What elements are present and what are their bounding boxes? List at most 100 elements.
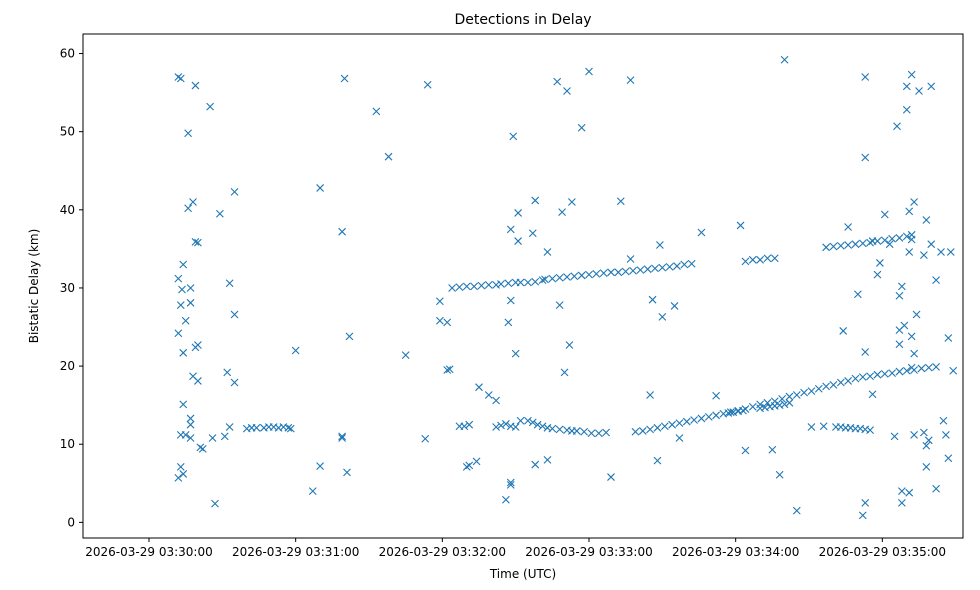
- data-point: [470, 282, 478, 291]
- data-point: [186, 420, 195, 429]
- data-point: [308, 487, 317, 496]
- data-point: [939, 416, 948, 425]
- data-point: [937, 248, 945, 256]
- data-point: [465, 420, 474, 429]
- data-point: [198, 445, 207, 453]
- x-axis-label: Time (UTC): [489, 567, 556, 581]
- data-point: [942, 430, 950, 439]
- data-point: [565, 341, 574, 349]
- data-point: [861, 498, 870, 507]
- data-point: [902, 82, 911, 91]
- data-point: [922, 441, 931, 450]
- data-point: [506, 480, 515, 489]
- data-point: [895, 234, 904, 242]
- data-point: [553, 77, 562, 86]
- data-point: [607, 268, 615, 277]
- data-point: [497, 280, 505, 288]
- x-axis-ticks: 2026-03-29 03:30:00 2026-03-29 03:31:00 20…: [85, 538, 946, 559]
- data-point: [898, 498, 906, 507]
- plot-area: [82, 33, 964, 539]
- data-point: [822, 243, 830, 252]
- data-point: [910, 366, 918, 374]
- data-point: [443, 318, 452, 327]
- data-point: [511, 349, 520, 358]
- y-tick-label: 0: [67, 515, 75, 529]
- data-point: [822, 382, 830, 391]
- data-point: [885, 240, 894, 249]
- data-point: [506, 296, 515, 305]
- data-point: [873, 370, 882, 379]
- data-point: [900, 321, 909, 330]
- data-point: [844, 241, 852, 249]
- data-point: [905, 248, 914, 256]
- data-point: [555, 425, 564, 434]
- data-point: [898, 282, 906, 291]
- data-point: [340, 74, 349, 83]
- data-point: [775, 470, 784, 479]
- data-point: [866, 372, 874, 381]
- data-point: [443, 366, 452, 374]
- data-point: [726, 408, 735, 417]
- data-point: [888, 234, 896, 243]
- data-point: [484, 391, 493, 399]
- data-point: [907, 230, 916, 239]
- data-point: [577, 123, 586, 132]
- data-point: [675, 419, 684, 428]
- data-point: [555, 273, 564, 282]
- x-tick-label: 2026-03-29 03:34:00: [672, 545, 799, 559]
- data-point: [780, 55, 789, 64]
- data-point: [179, 348, 188, 357]
- data-point: [927, 82, 936, 91]
- data-point: [541, 275, 549, 284]
- data-point: [563, 87, 571, 95]
- data-point: [785, 392, 794, 401]
- data-point: [922, 216, 931, 224]
- data-point: [181, 430, 190, 439]
- data-point: [880, 236, 889, 245]
- data-point: [658, 312, 667, 321]
- data-point: [528, 229, 537, 238]
- data-point: [178, 285, 186, 294]
- data-point: [423, 80, 432, 89]
- data-point: [580, 427, 588, 436]
- data-point: [668, 420, 676, 429]
- data-point: [636, 266, 645, 274]
- data-point: [880, 370, 889, 378]
- data-point: [191, 237, 200, 246]
- data-point: [558, 208, 566, 217]
- data-point: [946, 248, 955, 256]
- data-point: [216, 209, 224, 218]
- data-point: [401, 351, 410, 360]
- data-point: [524, 278, 532, 287]
- data-point: [858, 373, 867, 381]
- data-point: [854, 290, 862, 299]
- data-point: [917, 364, 926, 373]
- data-point: [658, 263, 667, 272]
- data-point: [836, 378, 845, 387]
- data-point: [191, 81, 200, 90]
- data-point: [895, 340, 904, 349]
- data-point: [866, 238, 874, 247]
- data-point: [563, 273, 571, 281]
- data-point: [873, 270, 882, 279]
- data-point: [516, 278, 525, 287]
- x-tick-label: 2026-03-29 03:31:00: [232, 545, 359, 559]
- data-point: [690, 416, 698, 424]
- data-point: [932, 484, 940, 493]
- data-point: [230, 310, 239, 319]
- data-point: [531, 460, 540, 469]
- data-point: [585, 67, 593, 76]
- data-point: [768, 445, 777, 454]
- data-point: [880, 210, 889, 219]
- data-point: [504, 279, 513, 288]
- data-point: [176, 463, 185, 471]
- data-point: [861, 153, 870, 162]
- data-point: [656, 241, 664, 249]
- data-point: [206, 102, 214, 111]
- data-point: [910, 198, 918, 206]
- data-point: [673, 262, 681, 270]
- y-tick-label: 10: [60, 437, 75, 451]
- data-point: [570, 272, 579, 281]
- data-point: [316, 462, 324, 471]
- data-point: [932, 362, 940, 371]
